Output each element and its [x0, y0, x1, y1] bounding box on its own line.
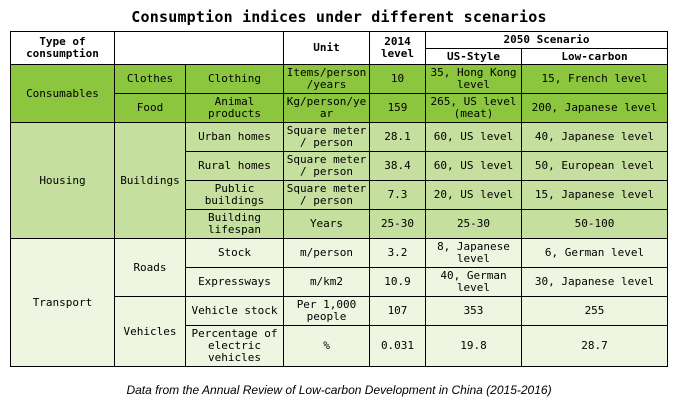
- row-low-carbon: 200, Japanese level: [521, 93, 668, 123]
- group-housing: Housing: [10, 122, 115, 239]
- row-unit: Years: [283, 209, 370, 239]
- row-2014: 7.3: [369, 180, 426, 210]
- row-us-style: 19.8: [425, 325, 522, 367]
- group-transport: Transport: [10, 238, 115, 367]
- header-unit: Unit: [283, 31, 370, 65]
- row-2014: 159: [369, 93, 426, 123]
- header-low-carbon: Low-carbon: [521, 48, 668, 65]
- row-us-style: 20, US level: [425, 180, 522, 210]
- row-us-style: 60, US level: [425, 122, 522, 152]
- group-consumables: Consumables: [10, 64, 115, 123]
- row-2014: 107: [369, 296, 426, 326]
- subgroup-vehicles: Vehicles: [114, 296, 186, 367]
- row-item: Urban homes: [185, 122, 284, 152]
- subgroup-food: Food: [114, 93, 186, 123]
- row-unit: m/km2: [283, 267, 370, 297]
- table-title: Consumption indices under different scen…: [131, 8, 547, 26]
- row-us-style: 265, US level (meat): [425, 93, 522, 123]
- row-item: Rural homes: [185, 151, 284, 181]
- row-unit: Square meter / person: [283, 180, 370, 210]
- row-us-style: 25-30: [425, 209, 522, 239]
- row-low-carbon: 28.7: [521, 325, 668, 367]
- header-2014: 2014 level: [369, 31, 426, 65]
- row-us-style: 40, German level: [425, 267, 522, 297]
- row-item: Public buildings: [185, 180, 284, 210]
- row-item: Clothing: [185, 64, 284, 94]
- row-low-carbon: 6, German level: [521, 238, 668, 268]
- row-low-carbon: 50, European level: [521, 151, 668, 181]
- table-row: Transport Roads Stock m/person 3.2 8, Ja…: [10, 238, 668, 367]
- row-unit: Per 1,000 people: [283, 296, 370, 326]
- table-row: Consumables Clothes Clothing Items/perso…: [10, 64, 668, 123]
- row-item: Building lifespan: [185, 209, 284, 239]
- row-item: Animal products: [185, 93, 284, 123]
- row-low-carbon: 40, Japanese level: [521, 122, 668, 152]
- row-low-carbon: 15, French level: [521, 64, 668, 94]
- row-unit: Square meter / person: [283, 151, 370, 181]
- row-item: Vehicle stock: [185, 296, 284, 326]
- row-2014: 10: [369, 64, 426, 94]
- row-2014: 3.2: [369, 238, 426, 268]
- header-scenario: 2050 Scenario: [425, 31, 668, 49]
- row-2014: 0.031: [369, 325, 426, 367]
- row-item: Percentage of electric vehicles: [185, 325, 284, 367]
- row-2014: 25-30: [369, 209, 426, 239]
- row-unit: %: [283, 325, 370, 367]
- row-2014: 38.4: [369, 151, 426, 181]
- row-us-style: 35, Hong Kong level: [425, 64, 522, 94]
- header-blank: [114, 31, 284, 65]
- row-low-carbon: 30, Japanese level: [521, 267, 668, 297]
- row-unit: m/person: [283, 238, 370, 268]
- header-type: Type of consumption: [10, 31, 115, 65]
- subgroup-clothes: Clothes: [114, 64, 186, 94]
- row-item: Stock: [185, 238, 284, 268]
- table-row: Vehicles Vehicle stock Per 1,000 people …: [10, 296, 668, 367]
- consumption-table: Type of consumption Unit 2014 level 2050…: [10, 31, 668, 367]
- header-us-style: US-Style: [425, 48, 522, 65]
- row-us-style: 353: [425, 296, 522, 326]
- row-2014: 10.9: [369, 267, 426, 297]
- source-caption: Data from the Annual Review of Low-carbo…: [126, 383, 552, 397]
- row-unit: Square meter / person: [283, 122, 370, 152]
- table-row: Housing Buildings Urban homes Square met…: [10, 122, 668, 239]
- row-us-style: 8, Japanese level: [425, 238, 522, 268]
- subgroup-buildings: Buildings: [114, 122, 186, 239]
- subgroup-roads: Roads: [114, 238, 186, 297]
- row-unit: Items/person /years: [283, 64, 370, 94]
- row-low-carbon: 255: [521, 296, 668, 326]
- row-item: Expressways: [185, 267, 284, 297]
- row-2014: 28.1: [369, 122, 426, 152]
- row-low-carbon: 50-100: [521, 209, 668, 239]
- row-low-carbon: 15, Japanese level: [521, 180, 668, 210]
- row-us-style: 60, US level: [425, 151, 522, 181]
- row-unit: Kg/person/ye ar: [283, 93, 370, 123]
